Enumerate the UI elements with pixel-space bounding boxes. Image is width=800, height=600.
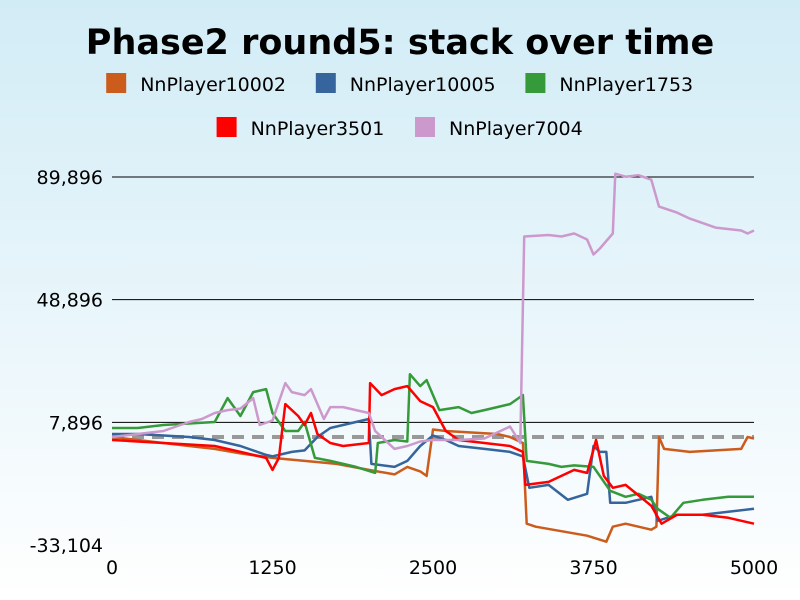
legend-swatch [315, 73, 336, 93]
legend-swatch [106, 73, 127, 93]
y-tick-label: -33,104 [30, 535, 103, 557]
legend-label: NnPlayer10005 [350, 74, 496, 96]
y-tick-label: 89,896 [37, 167, 103, 189]
y-axis: -33,104 7,896 48,896 89,896 [30, 167, 103, 557]
chart-grid [112, 176, 754, 423]
legend-item-nnplayer1753: NnPlayer1753 [525, 73, 693, 96]
y-tick-label: 7,896 [49, 412, 103, 434]
legend-swatch [415, 117, 435, 137]
series-line-nnplayer10002 [111, 428, 755, 543]
legend-item-nnplayer3501: NnPlayer3501 [216, 117, 385, 140]
legend-item-nnplayer7004: NnPlayer7004 [415, 117, 583, 140]
x-axis: 0 1250 2500 3750 5000 [106, 557, 778, 579]
legend-label: NnPlayer1753 [559, 74, 693, 96]
x-tick-label: 5000 [730, 557, 778, 579]
chart-title: Phase2 round5: stack over time [86, 23, 714, 63]
plot-area [111, 172, 755, 543]
series-line-nnplayer1753 [112, 372, 754, 520]
x-tick-label: 2500 [409, 557, 457, 579]
x-tick-label: 3750 [569, 557, 617, 579]
x-tick-label: 1250 [248, 557, 296, 579]
legend-label: NnPlayer10002 [140, 74, 286, 96]
series-line-nnplayer3501 [111, 381, 755, 525]
y-tick-label: 48,896 [37, 290, 103, 312]
legend-item-nnplayer10002: NnPlayer10002 [106, 73, 286, 96]
legend-item-nnplayer10005: NnPlayer10005 [315, 73, 496, 96]
legend-label: NnPlayer7004 [449, 118, 583, 140]
legend-swatch [525, 73, 546, 93]
legend-swatch [216, 117, 237, 137]
series-line-nnplayer7004 [111, 172, 755, 451]
chart-legend: NnPlayer10002 NnPlayer10005 NnPlayer1753 Nn… [106, 73, 693, 140]
legend-label: NnPlayer3501 [251, 118, 385, 140]
x-tick-label: 0 [106, 557, 118, 579]
